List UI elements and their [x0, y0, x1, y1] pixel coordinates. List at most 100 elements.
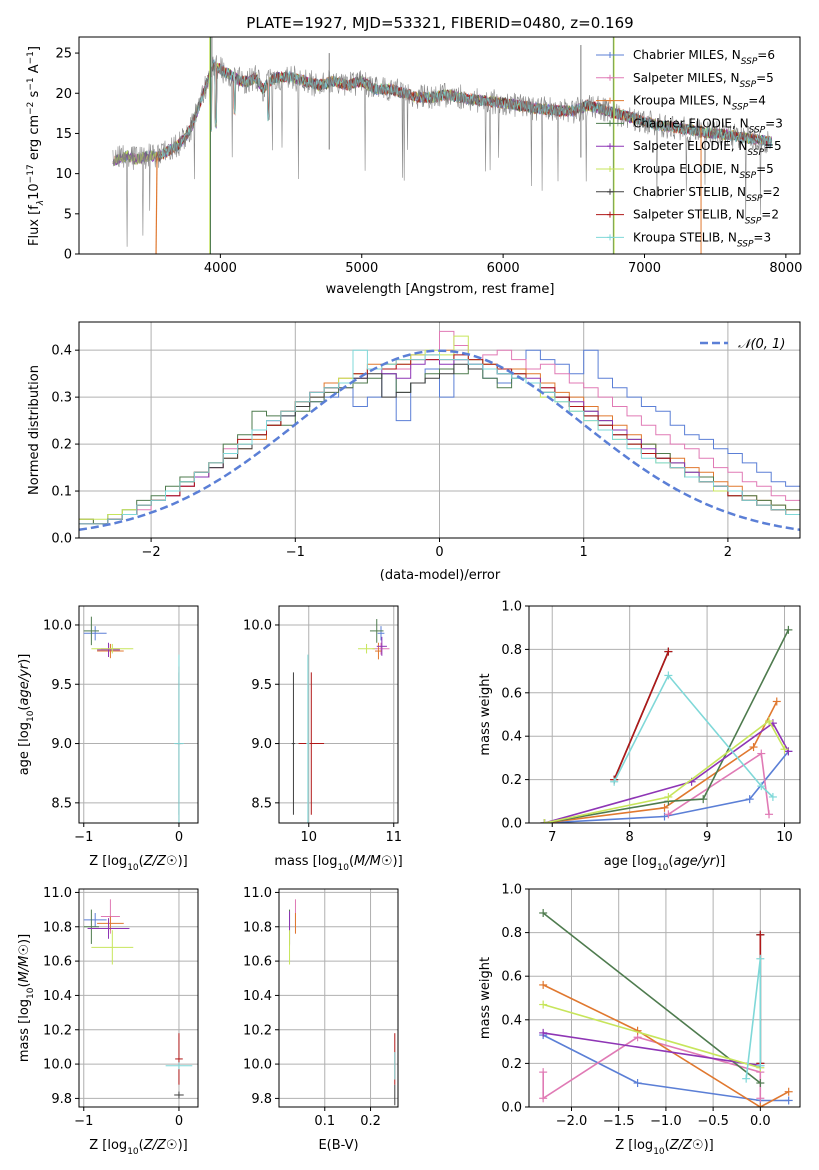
age_vs_Z-panel: −1 0 8.5 9.0 9.5 10.0 Z [log10(Z/Z☉)] age [log1… [17, 605, 199, 873]
mass_vs_ebv-panel: 0.1 0.2 9.8 10.0 10.2 10.4 10.6 10.8 11.0 E(B-V) [243, 886, 399, 1153]
y-tick-label: 0.2 [501, 773, 522, 788]
y-tick-label: 10.0 [43, 1058, 72, 1073]
histogram-salpeter_stelib [79, 354, 800, 525]
weight-line-kroupa_stelib [745, 958, 762, 1079]
histograms [79, 330, 800, 532]
x-axis-label: E(B-V) [318, 1138, 358, 1153]
axes-frame [278, 605, 399, 824]
x-tick-label: 11 [385, 830, 402, 845]
weight-line-kroupa_elodie [542, 1003, 761, 1069]
y-tick-label: 11.0 [243, 886, 272, 901]
x-tick-label: 0.1 [314, 1114, 335, 1129]
histogram-chabrier_miles [79, 349, 800, 525]
weight-lines [539, 908, 793, 1107]
x-tick-label: 1 [580, 545, 588, 560]
errorbars [83, 899, 193, 1099]
weight-line-kroupa_stelib [613, 673, 774, 798]
y-tick-label: 10.2 [43, 1023, 72, 1038]
x-tick-label: −1.5 [603, 1114, 635, 1129]
weight-line-salpeter_stelib [613, 651, 670, 780]
y-tick-label: 11.0 [43, 886, 72, 901]
histogram-kroupa_elodie [79, 335, 800, 520]
weight-lines [540, 625, 793, 823]
weight-line-kroupa_miles [542, 984, 790, 1107]
y-tick-label: 10.0 [43, 618, 72, 633]
x-tick-label: −1 [74, 830, 93, 845]
y-tick-label: 0 [64, 248, 72, 263]
y-tick-label: 9.5 [51, 678, 72, 693]
x-tick-label: 8000 [769, 261, 802, 276]
y-tick-label: 15 [55, 127, 72, 142]
y-tick-label: 1.0 [501, 600, 522, 615]
x-tick-label: 10 [776, 830, 793, 845]
weight-line-salpeter_miles [542, 1036, 762, 1100]
x-tick-label: 0 [175, 1114, 183, 1129]
axes-frame [78, 321, 801, 539]
x-axis-label: Z [log10(Z/Z☉)] [89, 854, 187, 873]
spectrum-panel: PLATE=1927, MJD=53321, FIBERID=0480, z=0… [26, 14, 802, 297]
y-tick-label: 0.8 [501, 926, 522, 941]
y-tick-label: 9.8 [51, 1092, 72, 1107]
weight-line-chabrier_miles [544, 750, 790, 823]
y-tick-label: 10.8 [243, 920, 272, 935]
y-tick-label: 10.4 [43, 989, 72, 1004]
y-tick-label: 25 [55, 47, 72, 62]
weight-line-kroupa_elodie [544, 719, 786, 823]
x-tick-label: 9 [703, 830, 711, 845]
x-tick-label: −1 [286, 545, 305, 560]
x-axis-label: Z [log10(Z/Z☉)] [89, 1138, 187, 1157]
histogram-salpeter_miles [79, 330, 800, 525]
y-tick-label: 0.0 [501, 1101, 522, 1116]
y-tick-label: 9.0 [51, 737, 72, 752]
x-tick-label: −2.0 [556, 1114, 588, 1129]
x-tick-label: 0.0 [750, 1114, 771, 1129]
y-tick-label: 0.0 [51, 532, 72, 547]
legend-entry: Chabrier ELODIE, NSSP=3 [633, 116, 783, 135]
spectrum-traces [112, 37, 773, 254]
x-tick-label: 4000 [204, 261, 237, 276]
y-tick-label: 0.6 [501, 970, 522, 985]
weight-line-salpeter_elodie [543, 1032, 761, 1067]
legend-entry: Salpeter ELODIE, NSSP=5 [633, 139, 782, 158]
y-tick-label: 10 [55, 167, 72, 182]
y-tick-label: 0.6 [501, 686, 522, 701]
axes-frame [78, 888, 199, 1108]
y-tick-label: 5 [64, 207, 72, 222]
legend-entry: Kroupa MILES, NSSP=4 [633, 94, 766, 113]
y-axis-label: Normed distribution [27, 365, 42, 495]
observed-spectrum-line [112, 55, 772, 247]
x-tick-label: 0 [435, 545, 443, 560]
legend-entry: Kroupa ELODIE, NSSP=5 [633, 162, 774, 181]
y-tick-label: 0.4 [501, 730, 522, 745]
axes-frame [528, 605, 801, 824]
legend-entry: Salpeter MILES, NSSP=5 [633, 71, 774, 90]
mass_vs_Z-panel: −1 0 9.8 10.0 10.2 10.4 10.6 10.8 11.0 Z [log10(Z… [17, 886, 199, 1157]
y-tick-label: 8.5 [51, 796, 72, 811]
chart-title: PLATE=1927, MJD=53321, FIBERID=0480, z=0… [246, 14, 633, 32]
axes-frame [528, 888, 801, 1108]
axes-frame [78, 36, 801, 255]
x-tick-label: 10 [300, 830, 317, 845]
x-axis-label: (data-model)/error [380, 568, 501, 583]
weight-line-chabrier_miles [542, 1034, 789, 1102]
errorbars [83, 616, 184, 823]
legend-entry: Kroupa STELIB, NSSP=3 [633, 230, 771, 249]
y-tick-label: 0.8 [501, 643, 522, 658]
y-tick-label: 10.0 [243, 1058, 272, 1073]
x-tick-label: 5000 [345, 261, 378, 276]
model-edge [155, 157, 158, 254]
y-tick-label: 0.4 [501, 1013, 522, 1028]
errorbars [291, 619, 390, 823]
x-tick-label: −0.5 [697, 1114, 729, 1129]
legend-entry: 𝒩(0, 1) [738, 337, 785, 352]
y-tick-label: 10.0 [243, 618, 272, 633]
x-tick-label: 2 [724, 545, 732, 560]
y-tick-label: 0.2 [51, 438, 72, 453]
y-tick-label: 10.6 [243, 955, 272, 970]
legend: Chabrier MILES, NSSP=6 Salpeter MILES, NS… [596, 48, 783, 249]
errorbars [289, 899, 396, 1106]
legend-entry: Chabrier STELIB, NSSP=2 [633, 185, 780, 204]
legend-entry: Chabrier MILES, NSSP=6 [633, 48, 775, 67]
normal-curve [79, 349, 800, 532]
